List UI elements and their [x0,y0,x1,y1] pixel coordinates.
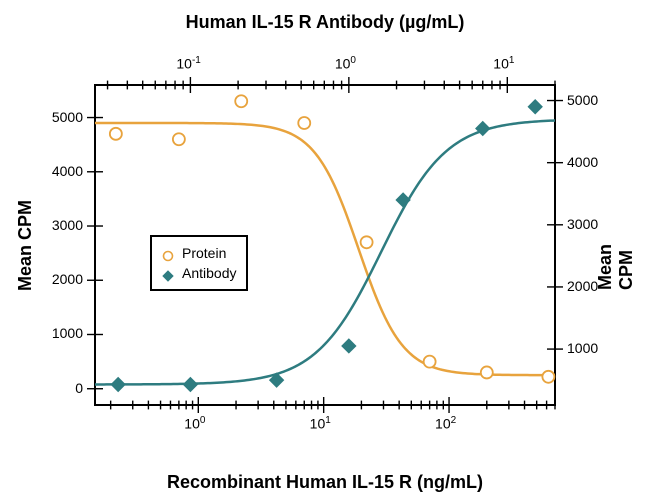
circle-open-icon [162,247,174,259]
legend-item-protein: Protein [162,243,236,263]
tick-label-x-top: 101 [493,55,514,72]
tick-label-y-left: 4000 [52,163,83,179]
tick-label-x-top: 100 [335,55,356,72]
chart-container: Human IL-15 R Antibody (µg/mL) Recombina… [0,0,650,503]
tick-label-y-right: 4000 [567,154,598,170]
tick-label-y-right: 2000 [567,278,598,294]
legend: Protein Antibody [150,235,248,291]
legend-label-antibody: Antibody [182,263,236,283]
legend-item-antibody: Antibody [162,263,236,283]
legend-label-protein: Protein [182,243,226,263]
tick-label-x-bottom: 101 [310,415,331,432]
tick-label-x-bottom: 102 [435,415,456,432]
tick-label-y-right: 3000 [567,216,598,232]
diamond-filled-icon [162,267,174,279]
tick-label-x-top: 10-1 [176,55,200,72]
tick-label-y-left: 0 [75,380,83,396]
tick-label-y-left: 2000 [52,271,83,287]
tick-label-x-bottom: 100 [184,415,205,432]
tick-label-y-right: 5000 [567,92,598,108]
tick-label-y-left: 3000 [52,217,83,233]
tick-label-y-left: 5000 [52,109,83,125]
tick-label-y-left: 1000 [52,325,83,341]
tick-label-y-right: 1000 [567,340,598,356]
